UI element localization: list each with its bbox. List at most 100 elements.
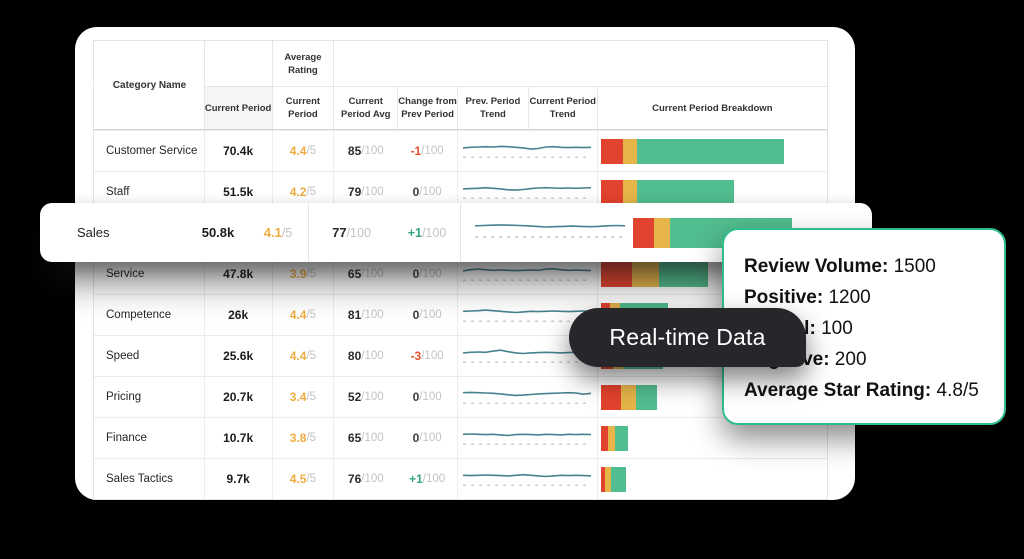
header-current-period-breakdown: Current Period Breakdown (596, 87, 827, 129)
change-cell: -1/100 (410, 144, 444, 158)
change-cell: 0/100 (412, 431, 442, 445)
floating-row-avg: 77/100 (332, 225, 371, 240)
volume-cell: 47.8k (203, 254, 272, 294)
rating-cell: 4.2/5 (271, 172, 334, 212)
avg-score-cell: 76/100 (333, 459, 397, 499)
red-segment (633, 217, 654, 248)
breakdown-bar-cell (596, 172, 827, 212)
volume-cell: 10.7k (203, 418, 272, 458)
header-group-average-rating: Average Rating (271, 41, 334, 86)
floating-row-rating: 4.1/5 (263, 225, 293, 240)
category-ratings-table: Category Name Average Rating Current Per… (93, 40, 828, 500)
table-header: Category Name Average Rating Current Per… (94, 41, 827, 130)
avg-score-cell: 85/100 (333, 131, 397, 171)
table-row[interactable]: Sales Tactics 9.7k 4.5/5 76/100 +1/100 (94, 458, 827, 499)
avg-score-cell: 79/100 (333, 172, 397, 212)
rating-cell: 4.5/5 (271, 459, 334, 499)
yellow-segment (622, 138, 637, 164)
avg-score-cell: 80/100 (333, 336, 397, 376)
red-segment (600, 466, 605, 492)
avg-score-cell: 81/100 (333, 295, 397, 335)
change-cell: +1/100 (409, 472, 446, 486)
change-cell: 0/100 (412, 267, 442, 281)
yellow-segment (620, 384, 636, 410)
floating-row-sparkline (461, 215, 631, 250)
trend-sparkline (457, 377, 597, 417)
red-segment (600, 425, 608, 451)
rating-cell: 3.4/5 (271, 377, 334, 417)
volume-cell: 9.7k (203, 459, 272, 499)
category-name-cell: Staff (106, 186, 130, 198)
floating-row-name: Sales (77, 225, 110, 240)
callout-line: Review Volume: 1500 (744, 256, 936, 277)
header-current-period-rating: Current Period (271, 87, 334, 129)
category-name-cell: Sales Tactics (106, 473, 173, 485)
yellow-segment (622, 179, 637, 205)
avg-score-cell: 65/100 (333, 418, 397, 458)
trend-sparkline (457, 418, 597, 458)
divider (308, 203, 309, 262)
callout-line: Positive: 1200 (744, 287, 871, 308)
category-name-cell: Customer Service (106, 145, 198, 157)
header-group-empty (203, 41, 272, 86)
yellow-segment (607, 425, 615, 451)
header-columns-row: Current Period Current Period Current Pe… (94, 86, 827, 129)
change-cell: -3/100 (410, 349, 444, 363)
avg-score-cell: 52/100 (333, 377, 397, 417)
trend-sparkline (457, 459, 597, 499)
trend-sparkline (457, 172, 597, 212)
trend-sparkline (457, 336, 597, 376)
volume-cell: 25.6k (203, 336, 272, 376)
header-category-name: Category Name (95, 42, 205, 129)
yellow-segment (654, 217, 670, 248)
header-current-period-trend: Current Period Trend (527, 87, 597, 129)
real-time-data-label: Real-time Data (609, 324, 766, 350)
change-cell: 0/100 (412, 308, 442, 322)
rating-cell: 3.8/5 (271, 418, 334, 458)
yellow-segment (604, 466, 611, 492)
breakdown-bar-cell (596, 459, 827, 499)
real-time-data-badge: Real-time Data (569, 308, 806, 367)
rating-cell: 3.9/5 (271, 254, 334, 294)
stacked-bar (600, 138, 784, 164)
red-segment (600, 384, 621, 410)
table-row[interactable]: Customer Service 70.4k 4.4/5 85/100 -1/1… (94, 130, 827, 171)
change-cell: 0/100 (412, 390, 442, 404)
breakdown-bar-cell (596, 254, 827, 294)
green-segment (636, 138, 784, 164)
breakdown-bar-cell (596, 418, 827, 458)
trend-sparkline (457, 131, 597, 171)
category-name-cell: Pricing (106, 391, 142, 403)
green-segment (610, 466, 626, 492)
red-segment (600, 138, 623, 164)
stacked-bar (600, 384, 657, 410)
rating-cell: 4.4/5 (271, 336, 334, 376)
trend-sparkline (457, 295, 597, 335)
red-segment (600, 179, 623, 205)
change-cell: 0/100 (412, 185, 442, 199)
category-name-cell: Speed (106, 350, 140, 362)
green-segment (658, 261, 708, 287)
yellow-segment (631, 261, 659, 287)
table-row[interactable]: Finance 10.7k 3.8/5 65/100 0/100 (94, 417, 827, 458)
volume-cell: 51.5k (203, 172, 272, 212)
volume-cell: 26k (203, 295, 272, 335)
green-segment (635, 384, 657, 410)
header-prev-period-trend: Prev. Period Trend (457, 87, 528, 129)
table-row[interactable]: Pricing 20.7k 3.4/5 52/100 0/100 (94, 376, 827, 417)
trend-sparkline (457, 254, 597, 294)
floating-row-change: +1/100 (407, 225, 447, 240)
breakdown-bar-cell (596, 131, 827, 171)
category-name-cell: Service (106, 268, 145, 280)
rating-cell: 4.4/5 (271, 295, 334, 335)
rating-cell: 4.4/5 (271, 131, 334, 171)
divider (460, 203, 461, 262)
stacked-bar (600, 179, 734, 205)
green-segment (614, 425, 628, 451)
green-segment (636, 179, 734, 205)
header-change-from-prev: Change from Prev Period (397, 87, 457, 129)
callout-line: Average Star Rating: 4.8/5 (744, 380, 979, 401)
header-current-period-volume: Current Period (203, 87, 272, 129)
stacked-bar (600, 261, 708, 287)
